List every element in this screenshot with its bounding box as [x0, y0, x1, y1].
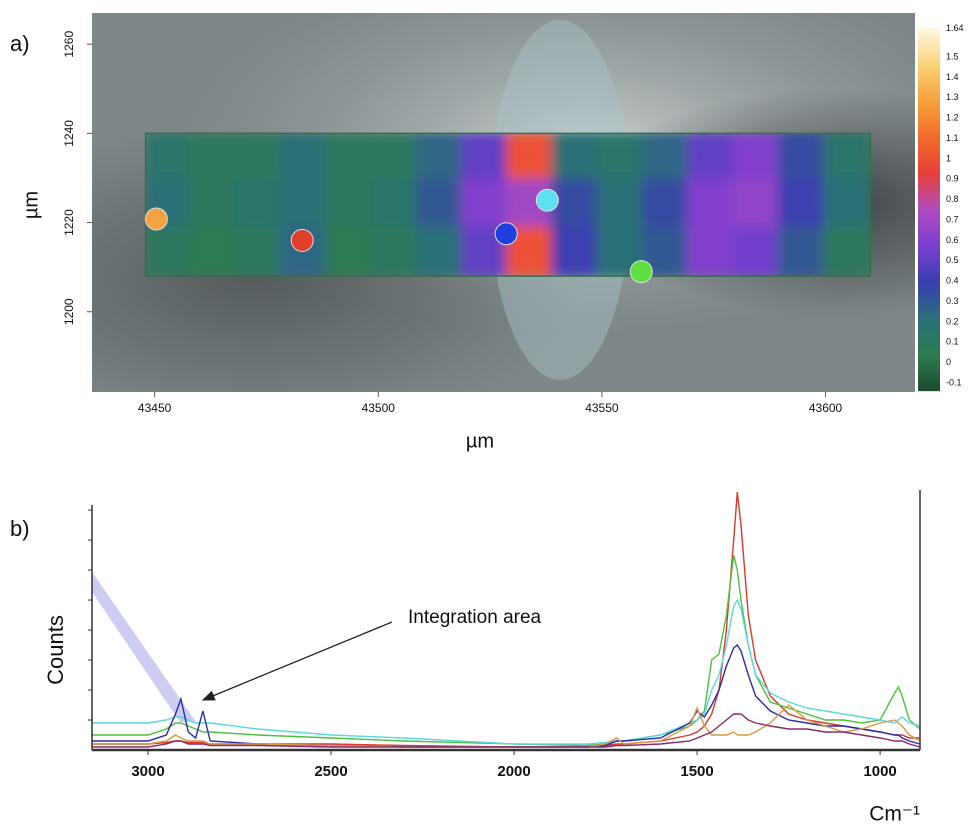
x-tick-label: 43500 [362, 401, 396, 415]
heatmap-cell [415, 179, 464, 231]
heatmap-cell [506, 131, 555, 183]
panel-b: b) Integration area Counts Cm⁻¹ 3000 2500… [10, 490, 920, 826]
x-tick-label: 2000 [497, 763, 530, 780]
heatmap-cell [778, 179, 827, 231]
heatmap-cell [461, 131, 510, 183]
y-tick-label: 1240 [62, 120, 76, 147]
heatmap-cell [189, 179, 238, 231]
heatmap-cell [234, 179, 283, 231]
y-tick-label: 1220 [62, 209, 76, 236]
heatmap-cell [461, 179, 510, 231]
colorbar [918, 28, 940, 391]
heatmap-cell [778, 227, 827, 279]
x-tick-label: 1000 [863, 763, 896, 780]
heatmap-cell [732, 227, 781, 279]
marker-point [145, 208, 167, 230]
x-axis-label: Cm⁻¹ [869, 803, 920, 826]
heatmap-cell [823, 179, 872, 231]
heatmap-cell [778, 131, 827, 183]
colorbar-tick-label: 0 [946, 357, 951, 367]
heatmap-cell [732, 131, 781, 183]
colorbar-tick-label: 0.6 [946, 235, 959, 245]
heatmap-cell [325, 131, 374, 183]
x-tick-label: 43550 [585, 401, 619, 415]
colorbar-tick-label: 1.3 [946, 92, 959, 102]
heatmap-cell [280, 131, 329, 183]
heatmap-cell [551, 227, 600, 279]
heatmap-cell [189, 227, 238, 279]
heatmap-cell [370, 131, 419, 183]
y-tick-label: 1260 [62, 31, 76, 58]
figure: a) µm µm 43450 43500 43550 43600 1200 1220 124… [0, 0, 971, 826]
heatmap-cell [823, 131, 872, 183]
heatmap-cell [370, 227, 419, 279]
panel-label: a) [10, 31, 30, 56]
x-tick-label: 3000 [131, 763, 164, 780]
heatmap-cell [687, 179, 736, 231]
heatmap-cell [551, 131, 600, 183]
x-tick-label: 1500 [680, 763, 713, 780]
colorbar-tick-label: 0.9 [946, 174, 959, 184]
heatmap-cell [687, 227, 736, 279]
colorbar-tick-label: 0.4 [946, 276, 959, 286]
heatmap-cell [642, 131, 691, 183]
marker-point [291, 229, 313, 251]
heatmap-cell [370, 179, 419, 231]
colorbar-tick-label: 1.4 [946, 72, 959, 82]
heatmap-cell [597, 131, 646, 183]
y-tick-label: 1200 [62, 298, 76, 325]
colorbar-tick-label: 1.2 [946, 113, 959, 123]
heatmap-cell [687, 131, 736, 183]
heatmap-cell [415, 131, 464, 183]
marker-point [630, 261, 652, 283]
colorbar-tick-label: 1.5 [946, 51, 959, 61]
colorbar-tick-label: 0.2 [946, 316, 959, 326]
heatmap-cell [823, 227, 872, 279]
annotation: Integration area [408, 607, 542, 628]
heatmap-cell [234, 227, 283, 279]
heatmap-cell [325, 179, 374, 231]
colorbar-tick-label: 1.1 [946, 133, 959, 143]
heatmap-cell [144, 131, 193, 183]
heatmap-cell [551, 179, 600, 231]
colorbar-tick-label: 1 [946, 153, 951, 163]
x-axis-label: µm [466, 430, 494, 452]
heatmap-cell [189, 131, 238, 183]
colorbar-tick-label: -0.1 [946, 377, 962, 387]
colorbar-tick-label: 0.7 [946, 214, 959, 224]
heatmap-cell [597, 179, 646, 231]
colorbar-tick-label: 1.64 [946, 23, 964, 33]
heatmap-cell [234, 131, 283, 183]
y-axis-label: Counts [43, 615, 68, 685]
x-tick-label: 43450 [138, 401, 172, 415]
y-axis-label: µm [20, 191, 42, 219]
x-tick-label: 43600 [809, 401, 843, 415]
heatmap-cell [325, 227, 374, 279]
marker-point [495, 223, 517, 245]
panel-label: b) [10, 516, 30, 541]
colorbar-tick-label: 0.8 [946, 194, 959, 204]
heatmap-cell [732, 179, 781, 231]
heatmap [144, 131, 873, 278]
colorbar-tick-label: 0.3 [946, 296, 959, 306]
colorbar-tick-label: 0.5 [946, 255, 959, 265]
heatmap-cell [642, 179, 691, 231]
annotation-arrow [203, 622, 392, 700]
panel-a: a) µm µm 43450 43500 43550 43600 1200 1220 124… [10, 13, 964, 452]
x-tick-label: 2500 [314, 763, 347, 780]
heatmap-cell [415, 227, 464, 279]
heatmap-cell [144, 227, 193, 279]
marker-point [536, 189, 558, 211]
colorbar-tick-label: 0.1 [946, 337, 959, 347]
heatmap-cell [280, 179, 329, 231]
